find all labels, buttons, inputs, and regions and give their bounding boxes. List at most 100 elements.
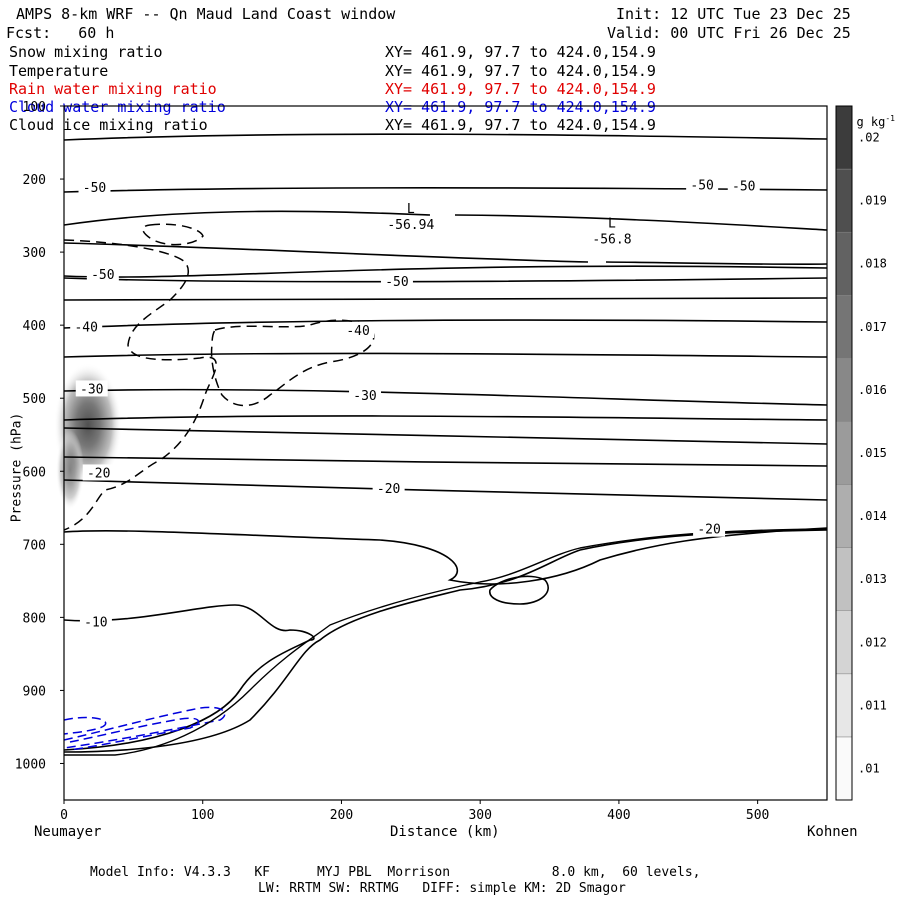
colorbar-swatch bbox=[835, 231, 853, 296]
cloud-water-contours bbox=[63, 706, 226, 751]
colorbar-tick-label: .016 bbox=[858, 383, 887, 397]
y-tick-label: 200 bbox=[23, 173, 46, 188]
field-name-cloud-ice: Cloud ice mixing ratio bbox=[9, 116, 208, 134]
y-tick-label: 800 bbox=[23, 611, 46, 626]
isotherm-label-bg bbox=[86, 265, 119, 282]
y-tick-label: 900 bbox=[23, 684, 46, 699]
colorbar-tick-label: .01 bbox=[858, 761, 880, 775]
isotherm bbox=[63, 242, 828, 266]
field-name-snow: Snow mixing ratio bbox=[9, 43, 163, 61]
colorbar-swatch bbox=[835, 610, 853, 675]
y-tick-label: 600 bbox=[23, 465, 46, 480]
x-tick-label: 400 bbox=[607, 808, 630, 823]
isotherm bbox=[63, 529, 828, 753]
field-xy-cloud-water: XY= 461.9, 97.7 to 424.0,154.9 bbox=[385, 98, 656, 116]
colorbar-tick-label: .015 bbox=[858, 446, 887, 460]
y-tick-label: 400 bbox=[23, 319, 46, 334]
field-name-cloud-water: Cloud water mixing ratio bbox=[9, 98, 226, 116]
y-tick-label: 100 bbox=[23, 100, 46, 115]
field-xy-temperature: XY= 461.9, 97.7 to 424.0,154.9 bbox=[385, 62, 656, 80]
isotherm bbox=[63, 319, 828, 329]
cloud-ice-contour bbox=[210, 319, 375, 407]
cloud-ice-contour bbox=[142, 223, 204, 246]
isotherm bbox=[63, 527, 828, 585]
colorbar-tick-label: .014 bbox=[858, 509, 887, 523]
isotherm bbox=[63, 265, 828, 278]
isotherm bbox=[63, 187, 828, 193]
isotherm-label-bg bbox=[693, 520, 726, 537]
cloud-ice-contours bbox=[63, 223, 375, 531]
isotherm bbox=[489, 575, 549, 605]
isotherm-label-bg bbox=[75, 380, 108, 397]
valid-time: Valid: 00 UTC Fri 26 Dec 25 bbox=[607, 24, 851, 42]
x-tick-label: 0 bbox=[60, 808, 68, 823]
isotherm-label-bg bbox=[372, 479, 405, 496]
isotherm-label-bg bbox=[380, 273, 413, 290]
colorbar-frame bbox=[835, 105, 853, 801]
isotherm-label-bg bbox=[79, 613, 112, 630]
colorbar-unit: g kg-1 bbox=[856, 114, 895, 129]
colorbar-tick-label: .012 bbox=[858, 635, 887, 649]
isotherm-label: -20 bbox=[697, 523, 720, 538]
isotherm-label: -30 bbox=[353, 389, 376, 404]
field-name-temperature: Temperature bbox=[9, 62, 109, 80]
low-center-marker: L bbox=[407, 202, 415, 217]
isotherm-label-bg bbox=[686, 176, 719, 193]
isotherm bbox=[63, 133, 828, 141]
isotherm-label: -20 bbox=[377, 482, 400, 497]
colorbar-swatch bbox=[835, 358, 853, 422]
x-axis-label: Distance (km) bbox=[390, 824, 500, 840]
x-tick-label: 500 bbox=[746, 808, 769, 823]
low-center-value: -56.8 bbox=[592, 233, 631, 248]
isotherm-label: -50 bbox=[732, 179, 755, 194]
chart-title: AMPS 8-km WRF -- Qn Maud Land Coast wind… bbox=[16, 5, 396, 23]
terrain-surface bbox=[64, 528, 828, 756]
colorbar-tick-label: .02 bbox=[858, 131, 880, 145]
colorbar-tick-label: .011 bbox=[858, 698, 887, 712]
isotherm bbox=[63, 352, 828, 358]
isotherm bbox=[63, 427, 828, 445]
field-xy-rain: XY= 461.9, 97.7 to 424.0,154.9 bbox=[385, 80, 656, 98]
colorbar-swatch bbox=[835, 421, 853, 485]
isotherm-label-bg bbox=[82, 464, 115, 481]
y-tick-label: 500 bbox=[23, 392, 46, 407]
isotherm-label: -50 bbox=[385, 275, 408, 290]
colorbar-tick-label: .017 bbox=[858, 320, 887, 334]
isotherm bbox=[63, 456, 828, 467]
field-xy-cloud-ice: XY= 461.9, 97.7 to 424.0,154.9 bbox=[385, 116, 656, 134]
colorbar-swatch bbox=[835, 673, 853, 738]
x-tick-label: 200 bbox=[330, 808, 353, 823]
y-tick-label: 1000 bbox=[15, 757, 46, 772]
colorbar-tick-label: .018 bbox=[858, 257, 887, 271]
isotherm bbox=[63, 479, 828, 501]
colorbar-swatch bbox=[835, 168, 853, 233]
low-center-marker: L bbox=[608, 217, 616, 232]
colorbar-tick-label: .019 bbox=[858, 194, 887, 208]
isotherm-label-bg bbox=[70, 318, 103, 335]
isotherm-label: -40 bbox=[346, 324, 369, 339]
cloud-ice-contour bbox=[63, 239, 217, 531]
plot-frame bbox=[63, 105, 828, 801]
isotherm bbox=[63, 415, 828, 421]
y-tick-label: 300 bbox=[23, 246, 46, 261]
x-tick-label: 300 bbox=[468, 808, 491, 823]
isotherm-label: -50 bbox=[91, 268, 114, 283]
field-xy-snow: XY= 461.9, 97.7 to 424.0,154.9 bbox=[385, 43, 656, 61]
colorbar-swatch bbox=[835, 295, 853, 359]
isotherm-label-bg bbox=[349, 387, 382, 404]
isotherm-label: -10 bbox=[84, 615, 107, 630]
y-tick-label: 700 bbox=[23, 538, 46, 553]
right-endpoint: Kohnen bbox=[807, 824, 858, 840]
low-center-value: -56.94 bbox=[387, 218, 434, 233]
footer-model-info: Model Info: V4.3.3 KF MYJ PBL Morrison 8… bbox=[90, 865, 701, 880]
isotherm bbox=[63, 210, 828, 231]
colorbar-swatch bbox=[835, 484, 853, 548]
field-name-rain: Rain water mixing ratio bbox=[9, 80, 217, 98]
colorbar-tick-label: .013 bbox=[858, 572, 887, 586]
cloud-water-contour bbox=[63, 716, 107, 735]
cloud-water-contour bbox=[63, 706, 226, 749]
isotherm bbox=[63, 277, 828, 283]
y-axis-label: Pressure (hPa) bbox=[9, 412, 25, 523]
isotherm bbox=[63, 297, 828, 301]
